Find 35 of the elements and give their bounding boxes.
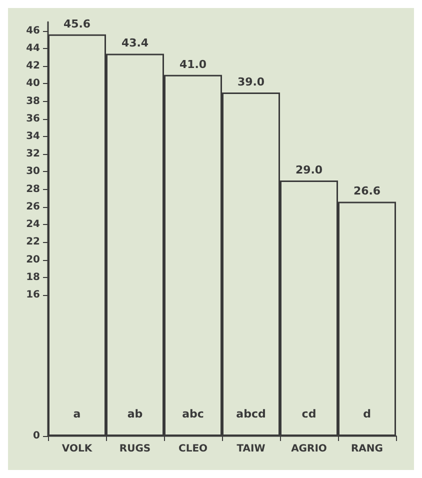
annotation: d bbox=[363, 408, 371, 420]
data-label: 39.0 bbox=[237, 75, 265, 88]
y-tick-label: 0 bbox=[33, 430, 40, 442]
data-label: 45.6 bbox=[63, 17, 91, 30]
x-tick-label: RANG bbox=[350, 444, 384, 454]
y-tick-label: 30 bbox=[26, 166, 40, 178]
y-tick-label: 40 bbox=[26, 78, 40, 90]
y-tick-label: 28 bbox=[26, 184, 40, 195]
data-label: 26.6 bbox=[353, 184, 381, 198]
annotation: ab bbox=[127, 408, 143, 420]
y-tick-label: 26 bbox=[26, 201, 40, 212]
y-tick-label: 38 bbox=[26, 96, 40, 107]
y-tick-label: 22 bbox=[26, 236, 40, 248]
x-tick-label: RUGS bbox=[119, 444, 151, 454]
y-tick-label: 32 bbox=[26, 148, 40, 160]
y-tick-label: 42 bbox=[26, 60, 40, 72]
y-tick-label: 34 bbox=[26, 131, 40, 142]
y-tick-label: 46 bbox=[26, 25, 40, 36]
annotation: cd bbox=[302, 408, 316, 420]
x-tick-label: TAIW bbox=[236, 444, 266, 454]
annotation: a bbox=[73, 408, 81, 420]
y-tick-label: 16 bbox=[26, 290, 40, 301]
x-tick-label: AGRIO bbox=[291, 444, 327, 454]
data-label: 43.4 bbox=[121, 36, 149, 50]
annotation: abcd bbox=[236, 408, 266, 420]
x-tick-label: CLEO bbox=[178, 444, 208, 454]
y-tick-label: 44 bbox=[26, 42, 40, 54]
annotation: abc bbox=[182, 408, 204, 420]
y-tick-label: 36 bbox=[26, 113, 40, 124]
y-tick-label: 20 bbox=[26, 254, 40, 266]
y-tick-label: 18 bbox=[26, 272, 40, 283]
x-tick-label: VOLK bbox=[62, 444, 94, 454]
data-label: 41.0 bbox=[179, 58, 207, 71]
data-label: 29.0 bbox=[295, 164, 323, 177]
y-tick-label: 24 bbox=[26, 219, 40, 230]
